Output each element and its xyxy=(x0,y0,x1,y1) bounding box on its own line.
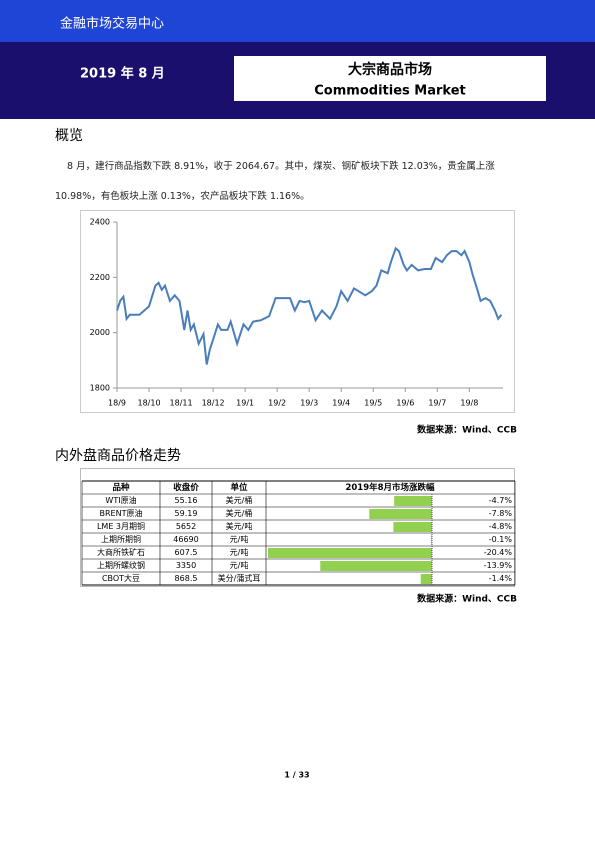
section-heading: 概览 xyxy=(55,128,83,144)
table-cell: 3350 xyxy=(176,561,196,570)
table-cell: BRENT原油 xyxy=(100,508,143,518)
table-cell: 美元/吨 xyxy=(226,521,253,531)
change-bar xyxy=(394,496,432,506)
x-tick-label: 19/3 xyxy=(300,399,318,408)
x-tick-label: 18/9 xyxy=(108,399,126,408)
x-tick-label: 18/12 xyxy=(202,399,225,408)
change-bar xyxy=(320,561,432,571)
x-tick-label: 19/4 xyxy=(332,399,350,408)
table-cell: 美元/桶 xyxy=(226,495,253,505)
table-frame xyxy=(80,468,515,587)
table-cell: 元/吨 xyxy=(230,534,249,544)
table-cell: 868.5 xyxy=(175,574,198,583)
page-number: 1 / 33 xyxy=(284,771,309,780)
x-tick-label: 19/1 xyxy=(236,399,254,408)
x-tick-label: 19/5 xyxy=(364,399,382,408)
source: 数据来源：Wind、CCB xyxy=(417,424,517,436)
paragraph: 8 月，建行商品指数下跌 8.91%，收于 2064.67。其中，煤炭、钢矿板块… xyxy=(55,161,495,202)
y-tick-label: 1800 xyxy=(90,384,110,393)
table-cell: 元/吨 xyxy=(230,560,249,570)
table-cell: 大商所铁矿石 xyxy=(97,547,145,557)
x-tick-label: 19/8 xyxy=(460,399,478,408)
change-bar xyxy=(420,574,432,584)
change-label: -4.7% xyxy=(489,496,513,505)
change-label: -1.4% xyxy=(489,574,513,583)
change-label: -20.4% xyxy=(484,548,513,557)
x-tick-label: 18/10 xyxy=(138,399,161,408)
change-label: -13.9% xyxy=(484,561,513,570)
table-cell: 46690 xyxy=(173,535,198,544)
top-bar xyxy=(0,0,595,42)
x-tick-label: 19/2 xyxy=(268,399,286,408)
x-tick-label: 19/6 xyxy=(396,399,414,408)
title-box xyxy=(234,56,546,101)
table-cell: 上期所螺纹钢 xyxy=(97,560,145,570)
change-bar xyxy=(268,548,432,558)
x-tick-label: 18/11 xyxy=(170,399,193,408)
source: 数据来源：Wind、CCB xyxy=(417,593,517,605)
change-bar xyxy=(393,522,432,532)
table-cell: 55.16 xyxy=(175,496,198,505)
table-header: 单位 xyxy=(230,482,248,493)
change-label: -0.1% xyxy=(489,535,513,544)
table-cell: 美元/桶 xyxy=(226,508,253,518)
table-cell: WTI原油 xyxy=(105,495,136,505)
org-name: 金融市场交易中心 xyxy=(60,16,164,32)
table-cell: CBOT大豆 xyxy=(102,573,140,583)
x-tick-label: 19/7 xyxy=(428,399,446,408)
title-en: Commodities Market xyxy=(314,84,465,99)
y-tick-label: 2400 xyxy=(90,218,110,227)
table-cell: 607.5 xyxy=(175,548,198,557)
change-bar xyxy=(369,509,432,519)
change-label: -7.8% xyxy=(489,509,513,518)
table-header: 收盘价 xyxy=(173,482,199,493)
table-cell: LME 3月期铜 xyxy=(97,521,145,531)
section-heading: 内外盘商品价格走势 xyxy=(55,447,181,464)
line-series xyxy=(116,246,503,365)
title-cn: 大宗商品市场 xyxy=(348,61,432,78)
table-header: 2019年8月市场涨跌幅 xyxy=(345,482,435,493)
y-tick-label: 2200 xyxy=(90,273,110,282)
table-cell: 59.19 xyxy=(175,509,198,518)
chart-frame xyxy=(80,210,515,413)
change-label: -4.8% xyxy=(489,522,513,531)
table-cell: 5652 xyxy=(176,522,196,531)
table-header: 品种 xyxy=(112,482,130,493)
table-cell: 上期所期铜 xyxy=(101,534,141,544)
table-cell: 元/吨 xyxy=(230,547,249,557)
table-cell: 美分/蒲式耳 xyxy=(218,573,261,583)
date: 2019 年 8 月 xyxy=(80,66,165,82)
y-tick-label: 2000 xyxy=(90,328,110,337)
